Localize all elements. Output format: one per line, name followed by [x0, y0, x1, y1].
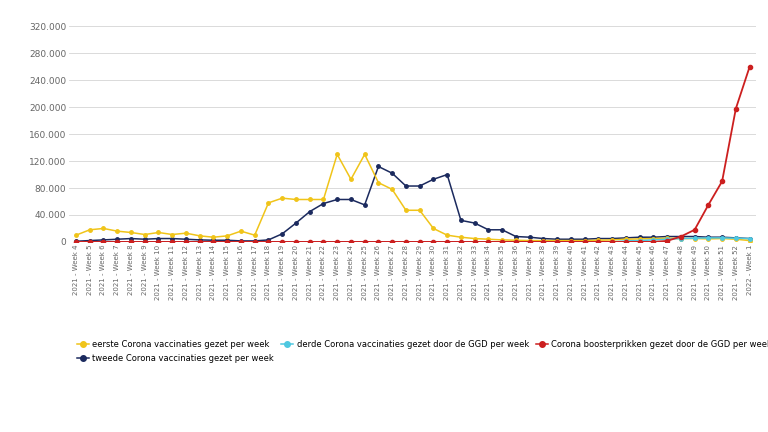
Legend: eerste Corona vaccinaties gezet per week, tweede Corona vaccinaties gezet per we: eerste Corona vaccinaties gezet per week…: [73, 337, 768, 366]
